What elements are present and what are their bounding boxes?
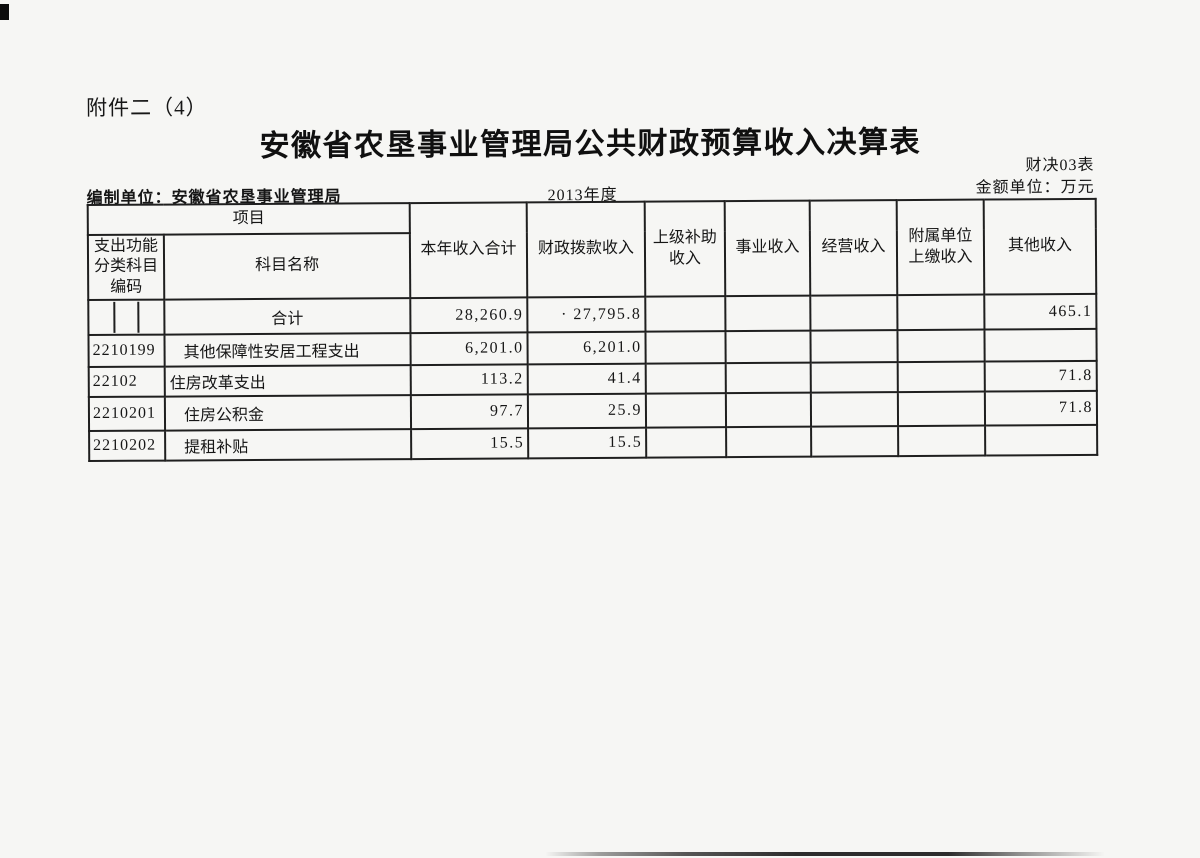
cell-affiliated-remit [897, 294, 985, 331]
cell-code: 2210201 [88, 396, 166, 432]
cell-subject-name: 住房公积金 [164, 395, 412, 431]
cell-other-income: 465.1 [984, 294, 1097, 330]
cell-other-income [985, 425, 1098, 456]
cell-other-income: 71.8 [984, 361, 1097, 392]
cell-year-income-total: 113.2 [410, 364, 528, 396]
code-sub-box [139, 302, 161, 333]
cell-affiliated-remit [898, 425, 986, 457]
cell-fiscal-appropriation: 25.9 [527, 394, 647, 429]
cell-superior-subsidy [645, 331, 726, 365]
cell-operating-income [810, 392, 899, 428]
cell-fiscal-appropriation: · 27,795.8 [527, 297, 646, 333]
cell-business-income [725, 331, 811, 364]
header-code-line-3: 编码 [110, 278, 143, 296]
cell-subject-name: 其他保障性安居工程支出 [164, 333, 411, 367]
revenue-final-accounts-table: 项目 本年收入合计 财政拨款收入 上级补助收入 事业收入 经营收入 附属单位上缴… [87, 198, 1099, 463]
attachment-label: 附件二（4） [86, 95, 208, 121]
cell-business-income [725, 393, 812, 428]
cell-operating-income [810, 330, 898, 364]
header-item-group: 项目 [87, 203, 410, 236]
cell-code: 2210202 [89, 430, 166, 462]
cell-code: 22102 [88, 366, 165, 398]
cell-business-income [725, 363, 811, 394]
header-other-income: 其他收入 [983, 198, 1097, 295]
cell-year-income-total: 15.5 [411, 428, 529, 460]
cell-operating-income [810, 362, 898, 394]
cell-superior-subsidy [646, 427, 727, 459]
cell-operating-income [811, 426, 899, 458]
header-expenditure-code: 支出功能 分类科目 编码 [87, 234, 165, 301]
header-year-income-total: 本年收入合计 [409, 202, 528, 299]
cell-operating-income [810, 295, 898, 332]
code-sub-boxes [92, 302, 161, 334]
cell-fiscal-appropriation: 15.5 [528, 428, 647, 459]
cell-superior-subsidy [645, 363, 726, 395]
cell-fiscal-appropriation: 41.4 [527, 364, 646, 395]
header-operating-income: 经营收入 [809, 200, 898, 297]
cell-superior-subsidy [645, 296, 726, 333]
code-sub-box [92, 302, 116, 334]
table-row: 2210202 提租补贴 15.5 15.5 [89, 425, 1098, 462]
cell-affiliated-remit [897, 361, 985, 393]
cell-year-income-total: 28,260.9 [410, 297, 528, 334]
scan-artifact-corner-mark [0, 4, 9, 20]
cell-year-income-total: 6,201.0 [410, 332, 528, 366]
cell-other-income [984, 329, 1097, 362]
cell-code-boxes [88, 299, 165, 336]
header-row-1: 项目 本年收入合计 财政拨款收入 上级补助收入 事业收入 经营收入 附属单位上缴… [87, 198, 1097, 299]
header-business-income: 事业收入 [724, 200, 811, 297]
cell-affiliated-remit [897, 329, 985, 363]
cell-business-income [726, 427, 812, 458]
header-code-line-1: 支出功能 [93, 237, 158, 256]
cell-subject-name: 住房改革支出 [164, 365, 411, 397]
cell-other-income: 71.8 [984, 391, 1098, 426]
cell-year-income-total: 97.7 [410, 394, 529, 430]
cell-subject-name: 提租补贴 [165, 429, 412, 461]
code-sub-box [115, 302, 140, 334]
scan-artifact-bottom-streak [545, 852, 1105, 856]
cell-business-income [725, 296, 811, 332]
header-fiscal-appropriation: 财政拨款收入 [526, 201, 646, 298]
cell-code: 2210199 [88, 334, 165, 368]
header-superior-subsidy: 上级补助收入 [644, 201, 726, 298]
header-affiliated-remit: 附属单位上缴收入 [896, 199, 985, 296]
cell-fiscal-appropriation: 6,201.0 [527, 332, 646, 365]
header-code-line-2: 分类科目 [93, 258, 159, 276]
cell-subject-name: 合计 [164, 298, 411, 335]
cell-superior-subsidy [645, 393, 727, 429]
cell-affiliated-remit [897, 391, 986, 427]
header-subject-name: 科目名称 [163, 233, 411, 300]
